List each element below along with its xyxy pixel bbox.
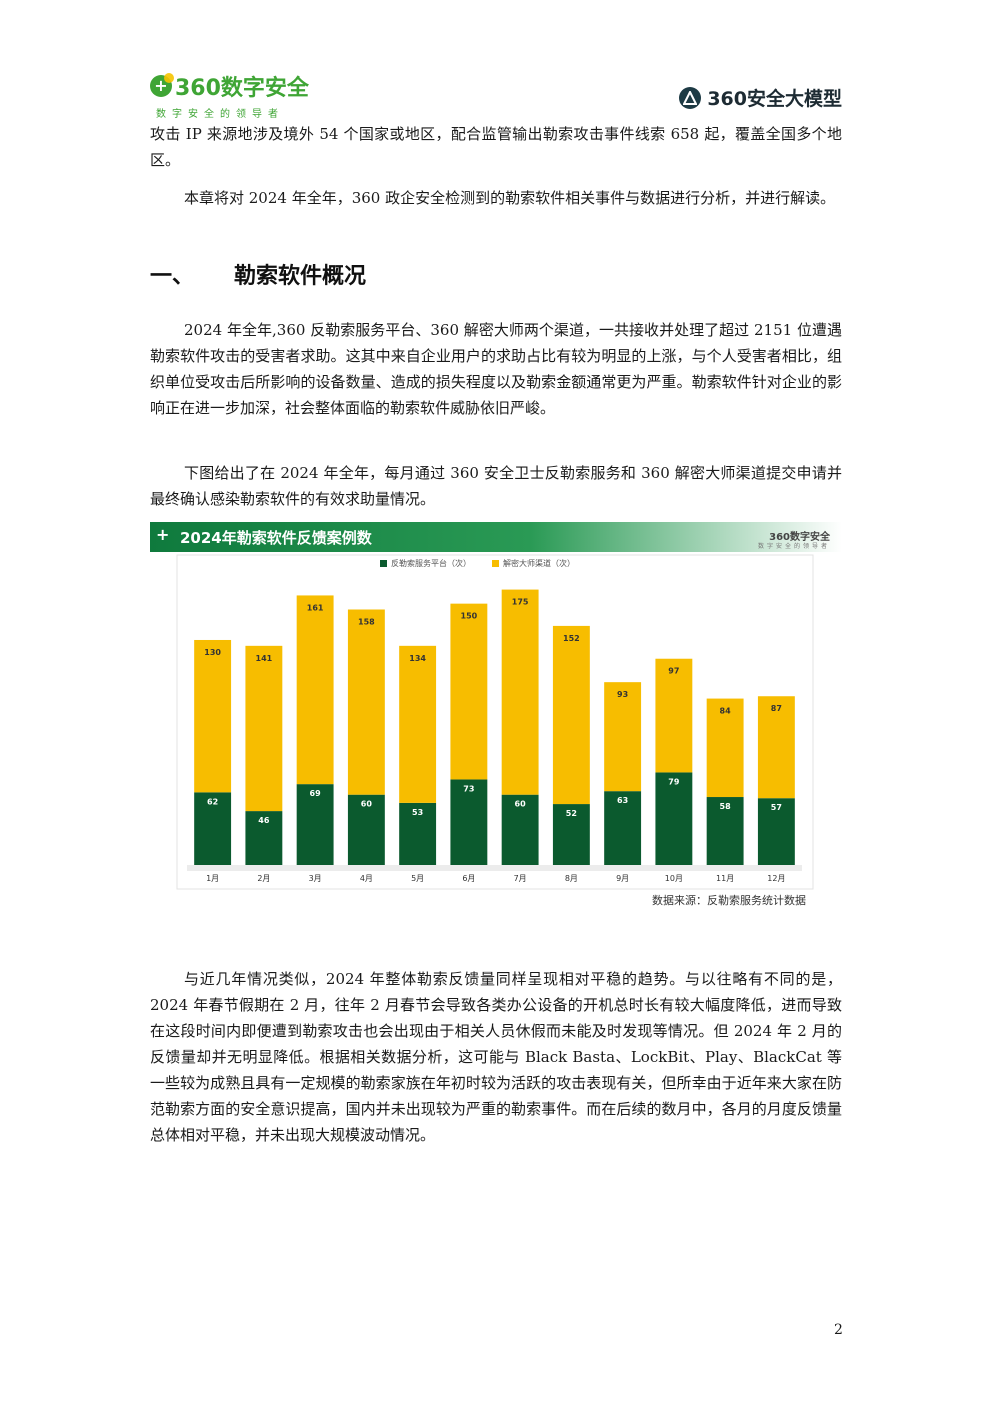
banner-plus-icon: + [156, 525, 170, 544]
x-tick-label: 6月 [462, 874, 475, 883]
chart-title: 2024年勒索软件反馈案例数 [180, 529, 372, 547]
data-label: 60 [515, 800, 527, 809]
stacked-bar-chart: 反勒索服务平台（次） 解密大师渠道（次） 62 130 1月 46 141 2月 69 161 3月… [176, 554, 814, 890]
x-tick-label: 8月 [565, 874, 578, 883]
data-label: 150 [461, 612, 478, 621]
bar-platform-12 [757, 798, 795, 865]
bar-platform-5 [399, 802, 437, 865]
data-label: 158 [358, 618, 375, 627]
chart-floor [187, 865, 802, 871]
data-label: 58 [720, 802, 732, 811]
bar-decrypt-2 [245, 645, 283, 812]
data-label: 93 [617, 690, 628, 699]
bar-decrypt-4 [347, 609, 385, 795]
bar-decrypt-8 [552, 625, 590, 805]
x-tick-label: 4月 [360, 874, 373, 883]
bar-decrypt-1 [194, 639, 232, 793]
banner-logo-tagline: 数字安全的领导者 [757, 543, 830, 550]
legend-swatch [380, 560, 387, 567]
data-label: 161 [307, 603, 324, 612]
x-tick-label: 5月 [411, 874, 424, 883]
bar-decrypt-3 [296, 595, 334, 785]
bar-platform-9 [604, 791, 642, 865]
data-label: 130 [204, 648, 221, 657]
data-label: 141 [256, 654, 273, 663]
x-tick-label: 12月 [767, 874, 785, 883]
legend-label: 反勒索服务平台（次） [391, 558, 471, 568]
bar-platform-2 [245, 811, 283, 865]
header-right-logo: 360安全大模型 [679, 84, 842, 111]
data-label: 134 [409, 654, 426, 663]
x-tick-label: 10月 [665, 874, 683, 883]
data-label: 57 [771, 803, 782, 812]
page-number: 2 [834, 1322, 843, 1338]
x-tick-label: 11月 [716, 874, 734, 883]
x-tick-label: 7月 [514, 874, 527, 883]
bar-decrypt-12 [757, 696, 795, 799]
bar-platform-11 [706, 797, 744, 865]
data-label: 62 [207, 797, 218, 806]
ai-model-icon [679, 86, 702, 109]
bar-platform-6 [450, 779, 488, 865]
logo-tagline: 数字安全的领导者 [156, 109, 284, 120]
data-label: 84 [720, 707, 732, 716]
data-label: 46 [258, 816, 270, 825]
bar-platform-3 [296, 784, 334, 865]
logo-text: 360数字安全 [175, 76, 309, 101]
legend-swatch [492, 560, 499, 567]
chart-source: 数据来源：反勒索服务统计数据 [652, 894, 806, 907]
bar-platform-1 [194, 792, 232, 865]
paragraph-4: 下图给出了在 2024 年全年，每月通过 360 安全卫士反勒索服务和 360 … [150, 464, 842, 508]
logo-icon: + [150, 73, 174, 97]
bar-decrypt-10 [655, 658, 693, 773]
data-label: 52 [566, 809, 577, 818]
data-label: 152 [563, 634, 580, 643]
bar-platform-4 [347, 794, 385, 865]
chart-banner: + 2024年勒索软件反馈案例数 360数字安全 数字安全的领导者 [150, 522, 842, 552]
banner-logo: 360数字安全 [769, 532, 830, 543]
data-label: 79 [668, 777, 680, 786]
data-label: 97 [668, 667, 679, 676]
bar-decrypt-11 [706, 698, 744, 798]
paragraph-3: 2024 年全年,360 反勒索服务平台、360 解密大师两个渠道，一共接收并处… [150, 321, 842, 417]
bar-decrypt-5 [399, 645, 437, 803]
header-logo: + 360数字安全 数字安全的领导者 [150, 70, 309, 120]
data-label: 63 [617, 796, 628, 805]
data-label: 87 [771, 704, 782, 713]
bar-platform-10 [655, 772, 693, 865]
section-number: 一、 [150, 264, 195, 289]
data-label: 69 [310, 789, 322, 798]
bar-platform-7 [501, 794, 539, 865]
x-tick-label: 2月 [257, 874, 270, 883]
bar-decrypt-6 [450, 603, 488, 780]
paragraph-5: 与近几年情况类似，2024 年整体勒索反馈量同样呈现相对平稳的趋势。与以往略有不… [150, 970, 842, 1144]
bar-platform-8 [552, 804, 590, 865]
bar-decrypt-7 [501, 589, 539, 795]
section-heading: 一、 勒索软件概况 [150, 258, 366, 290]
x-tick-label: 9月 [616, 874, 629, 883]
x-tick-label: 3月 [309, 874, 322, 883]
data-label: 175 [512, 598, 529, 607]
paragraph-2: 本章将对 2024 年全年，360 政企安全检测到的勒索软件相关事件与数据进行分… [184, 189, 836, 207]
bar-decrypt-9 [604, 682, 642, 792]
right-logo-text: 360安全大模型 [707, 88, 842, 110]
data-label: 53 [412, 808, 423, 817]
legend-label: 解密大师渠道（次） [503, 558, 575, 568]
chart-figure: + 2024年勒索软件反馈案例数 360数字安全 数字安全的领导者 反勒索服务平… [150, 522, 842, 914]
section-title: 勒索软件概况 [234, 264, 367, 289]
paragraph-1: 攻击 IP 来源地涉及境外 54 个国家或地区，配合监管输出勒索攻击事件线索 6… [150, 125, 842, 169]
x-tick-label: 1月 [206, 874, 219, 883]
data-label: 60 [361, 800, 373, 809]
data-label: 73 [463, 784, 474, 793]
